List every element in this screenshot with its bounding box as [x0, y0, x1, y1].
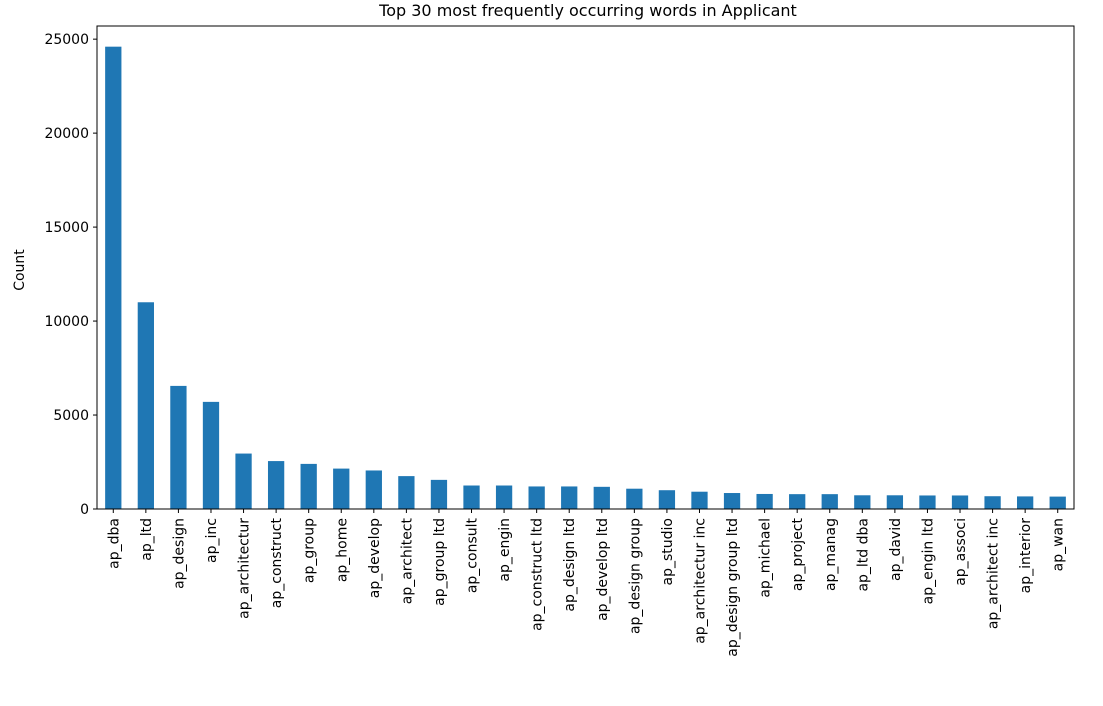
x-tick-label-4: ap_architectur [237, 518, 253, 619]
chart-title: Top 30 most frequently occurring words i… [378, 1, 797, 20]
x-tick-label-10: ap_group ltd [432, 518, 448, 606]
bar-1 [137, 302, 154, 509]
x-tick-label-5: ap_construct [269, 517, 285, 608]
x-tick-label-1: ap_ltd [139, 518, 155, 561]
bar-14 [561, 486, 578, 509]
x-tick-label-21: ap_project [790, 517, 806, 591]
bar-16 [626, 488, 643, 509]
x-tick-label-13: ap_construct ltd [530, 518, 546, 631]
bar-10 [430, 479, 448, 509]
x-tick-label-3: ap_inc [204, 518, 220, 563]
y-tick-label-4: 20000 [44, 126, 89, 142]
bar-4 [235, 453, 252, 509]
bar-17 [658, 490, 676, 509]
y-tick-label-5: 25000 [44, 32, 89, 48]
bar-20 [756, 493, 773, 509]
x-tick-label-19: ap_design group ltd [725, 518, 741, 657]
x-tick-label-6: ap_group [302, 518, 318, 583]
bar-15 [593, 486, 610, 509]
bar-2 [170, 385, 187, 509]
bar-13 [528, 486, 545, 509]
x-tick-label-28: ap_interior [1018, 518, 1034, 594]
y-tick-label-3: 15000 [44, 220, 89, 236]
bar-6 [300, 463, 317, 509]
x-tick-label-20: ap_michael [758, 518, 774, 598]
bar-22 [821, 494, 838, 509]
bar-9 [398, 476, 415, 509]
x-tick-label-2: ap_design [171, 518, 187, 589]
x-tick-label-18: ap_architectur inc [692, 518, 708, 644]
x-tick-label-27: ap_architect inc [986, 518, 1002, 629]
bar-24 [886, 495, 904, 509]
x-tick-label-23: ap_ltd dba [855, 518, 871, 592]
y-axis-label: Count [12, 249, 28, 291]
x-tick-label-11: ap_consult [465, 517, 481, 593]
bar-0 [105, 46, 122, 509]
bar-25 [919, 495, 936, 509]
bars-layer [105, 46, 1066, 509]
x-tick-label-8: ap_develop [367, 518, 383, 598]
x-tick-label-16: ap_design group [627, 518, 643, 634]
bar-26 [951, 495, 969, 509]
x-tick-label-7: ap_home [334, 518, 350, 582]
bar-27 [984, 496, 1001, 509]
bar-28 [1017, 496, 1034, 509]
x-tick-label-22: ap_manag [823, 518, 839, 591]
bar-3 [202, 401, 220, 509]
bar-29 [1049, 496, 1066, 509]
bar-19 [723, 493, 741, 509]
y-ticks: 0 5000 10000 15000 20000 25000 [44, 32, 97, 518]
bar-12 [495, 485, 513, 509]
bar-11 [463, 485, 480, 509]
bar-18 [691, 491, 708, 509]
y-tick-label-2: 10000 [44, 314, 89, 330]
bar-23 [854, 495, 871, 509]
x-tick-label-15: ap_develop ltd [595, 518, 611, 621]
y-tick-label-1: 5000 [53, 408, 89, 424]
bar-5 [267, 461, 285, 509]
bar-8 [365, 470, 382, 509]
x-tick-label-0: ap_dba [106, 518, 122, 569]
x-tick-label-14: ap_design ltd [562, 518, 578, 612]
bar-21 [789, 494, 806, 509]
y-tick-label-0: 0 [80, 502, 89, 518]
x-tick-label-26: ap_associ [953, 518, 969, 586]
bar-7 [333, 468, 350, 509]
x-tick-label-12: ap_engin [497, 518, 513, 582]
x-ticks: ap_dba ap_ltd ap_design ap_inc ap_architectu… [106, 509, 1067, 657]
x-tick-label-9: ap_architect [399, 517, 415, 604]
x-tick-label-17: ap_studio [660, 518, 676, 585]
x-tick-label-25: ap_engin ltd [920, 518, 936, 604]
x-tick-label-24: ap_david [888, 518, 904, 581]
x-tick-label-29: ap_wan [1051, 518, 1067, 571]
plot-frame [96, 25, 1075, 510]
